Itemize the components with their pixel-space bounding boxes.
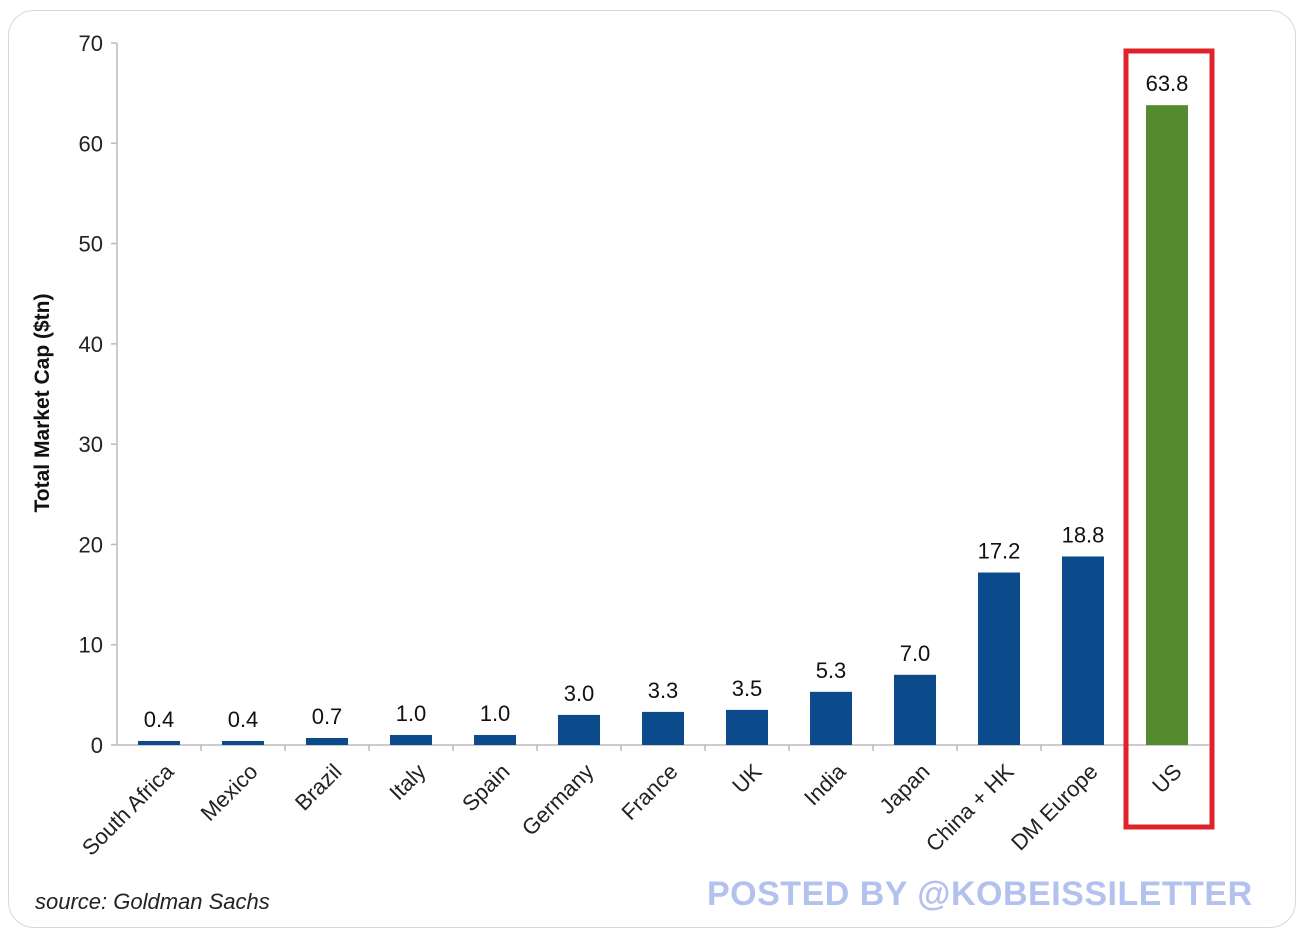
value-label: 18.8 bbox=[1062, 522, 1105, 547]
y-tick-label: 50 bbox=[79, 232, 103, 257]
x-tick-label: Spain bbox=[457, 759, 514, 816]
x-tick-label: Mexico bbox=[196, 759, 263, 826]
value-label: 0.7 bbox=[312, 704, 343, 729]
value-label: 17.2 bbox=[978, 539, 1021, 564]
y-tick-label: 30 bbox=[79, 432, 103, 457]
bar-india bbox=[810, 691, 852, 745]
y-axis-title: Total Market Cap ($tn) bbox=[31, 294, 54, 513]
bar-italy bbox=[390, 734, 432, 745]
x-tick-label: Brazil bbox=[290, 759, 347, 816]
x-tick-label: India bbox=[799, 758, 851, 810]
x-tick-label: US bbox=[1147, 759, 1186, 798]
highlight-box bbox=[1123, 48, 1215, 830]
bar-dm-europe bbox=[1062, 556, 1104, 745]
x-tick-label: Italy bbox=[384, 759, 430, 805]
x-tick-label: Germany bbox=[517, 759, 599, 841]
y-tick-label: 0 bbox=[91, 733, 103, 758]
value-label: 0.4 bbox=[228, 707, 259, 732]
bar-chart: 0 10 20 30 40 50 60 70 0.4 0.4 0.7 1.0 1.0 3.0 3.3 3.5… bbox=[31, 31, 1215, 860]
x-tick-label: South Africa bbox=[77, 758, 179, 860]
value-label: 3.3 bbox=[648, 678, 679, 703]
y-tick-label: 70 bbox=[79, 31, 103, 56]
value-label: 5.3 bbox=[816, 658, 847, 683]
bar-france bbox=[642, 711, 684, 745]
value-label: 63.8 bbox=[1146, 71, 1189, 96]
x-axis-labels: South Africa Mexico Brazil Italy Spain German… bbox=[77, 758, 1187, 860]
value-label: 7.0 bbox=[900, 641, 931, 666]
source-note: source: Goldman Sachs bbox=[35, 889, 270, 914]
x-tick-label: DM Europe bbox=[1006, 759, 1102, 855]
value-label: 3.0 bbox=[564, 681, 595, 706]
highlight-rectangle bbox=[1123, 48, 1215, 830]
y-tick-label: 20 bbox=[79, 532, 103, 557]
x-tick-label: UK bbox=[727, 759, 767, 799]
bar-china-hk bbox=[978, 572, 1020, 745]
y-tick-label: 40 bbox=[79, 332, 103, 357]
bar-germany bbox=[558, 714, 600, 745]
bar-south-africa bbox=[138, 740, 180, 745]
bar-japan bbox=[894, 674, 936, 745]
bar-spain bbox=[474, 734, 516, 745]
x-tick-label: China + HK bbox=[921, 759, 1019, 857]
bar-uk bbox=[726, 709, 768, 745]
value-label: 3.5 bbox=[732, 676, 763, 701]
value-label: 1.0 bbox=[396, 701, 427, 726]
x-tick-label: Japan bbox=[874, 759, 934, 819]
bar-brazil bbox=[306, 737, 348, 745]
y-tick-label: 10 bbox=[79, 633, 103, 658]
watermark: POSTED BY @KOBEISSILETTER bbox=[707, 875, 1253, 913]
y-axis: 0 10 20 30 40 50 60 70 bbox=[79, 31, 1209, 758]
y-tick-label: 60 bbox=[79, 131, 103, 156]
value-label: 0.4 bbox=[144, 707, 175, 732]
bar-us bbox=[1146, 105, 1188, 746]
bars bbox=[138, 105, 1188, 746]
value-labels: 0.4 0.4 0.7 1.0 1.0 3.0 3.3 3.5 5.3 7.0 17.2 18.8 63… bbox=[144, 71, 1189, 732]
bar-mexico bbox=[222, 740, 264, 745]
value-label: 1.0 bbox=[480, 701, 511, 726]
chart-card: 0 10 20 30 40 50 60 70 0.4 0.4 0.7 1.0 1.0 3.0 3.3 3.5… bbox=[8, 10, 1296, 928]
x-tick-label: France bbox=[616, 759, 682, 825]
